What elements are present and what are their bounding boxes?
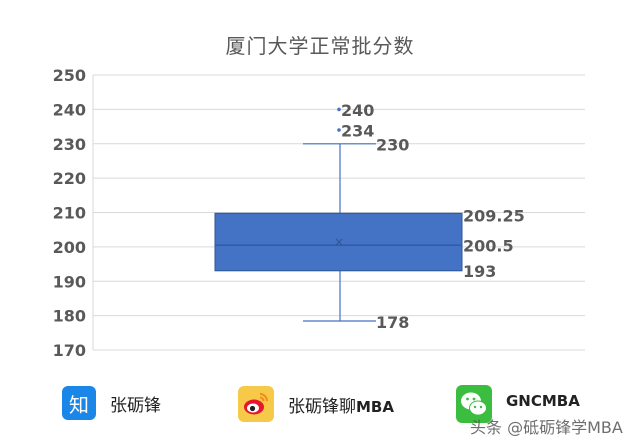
box-plot: 250 240 230 220 210 200 190 180 170 240 … [53, 66, 585, 360]
y-tick: 230 [53, 135, 86, 154]
wechat-icon [456, 385, 492, 423]
data-label-q1: 193 [463, 262, 496, 281]
y-tick: 170 [53, 341, 86, 360]
data-label-q3: 209.25 [463, 207, 525, 226]
data-label-max: 230 [376, 136, 409, 155]
y-tick: 250 [53, 66, 86, 85]
footer-weibo: 张砺锋聊MBA [238, 386, 394, 422]
watermark: 头条 @砥砺锋学MBA [470, 418, 623, 437]
data-label-min: 178 [376, 313, 409, 332]
y-tick: 180 [53, 307, 86, 326]
chart-title: 厦门大学正常批分数 [225, 34, 415, 58]
y-tick: 200 [53, 238, 86, 257]
outlier-point [337, 107, 341, 112]
y-tick: 210 [53, 204, 86, 223]
y-tick: 190 [53, 272, 86, 291]
y-tick: 240 [53, 100, 86, 119]
mean-marker [335, 238, 343, 246]
y-tick: 220 [53, 169, 86, 188]
wechat-label: GNCMBA [506, 392, 580, 410]
footer-wechat: GNCMBA [456, 385, 580, 423]
whiskers [303, 143, 376, 322]
data-label-outlier-234: 234 [341, 122, 374, 141]
outlier-point [337, 128, 341, 132]
zhihu-label: 张砺锋 [110, 395, 161, 416]
footer-zhihu: 知 张砺锋 [62, 386, 161, 420]
data-label-median: 200.5 [463, 237, 514, 256]
data-label-outlier-240: 240 [341, 101, 374, 120]
y-axis: 250 240 230 220 210 200 190 180 170 [53, 66, 86, 360]
weibo-icon [238, 386, 274, 422]
weibo-label: 张砺锋聊MBA [288, 396, 394, 417]
zhihu-icon: 知 [62, 386, 96, 420]
